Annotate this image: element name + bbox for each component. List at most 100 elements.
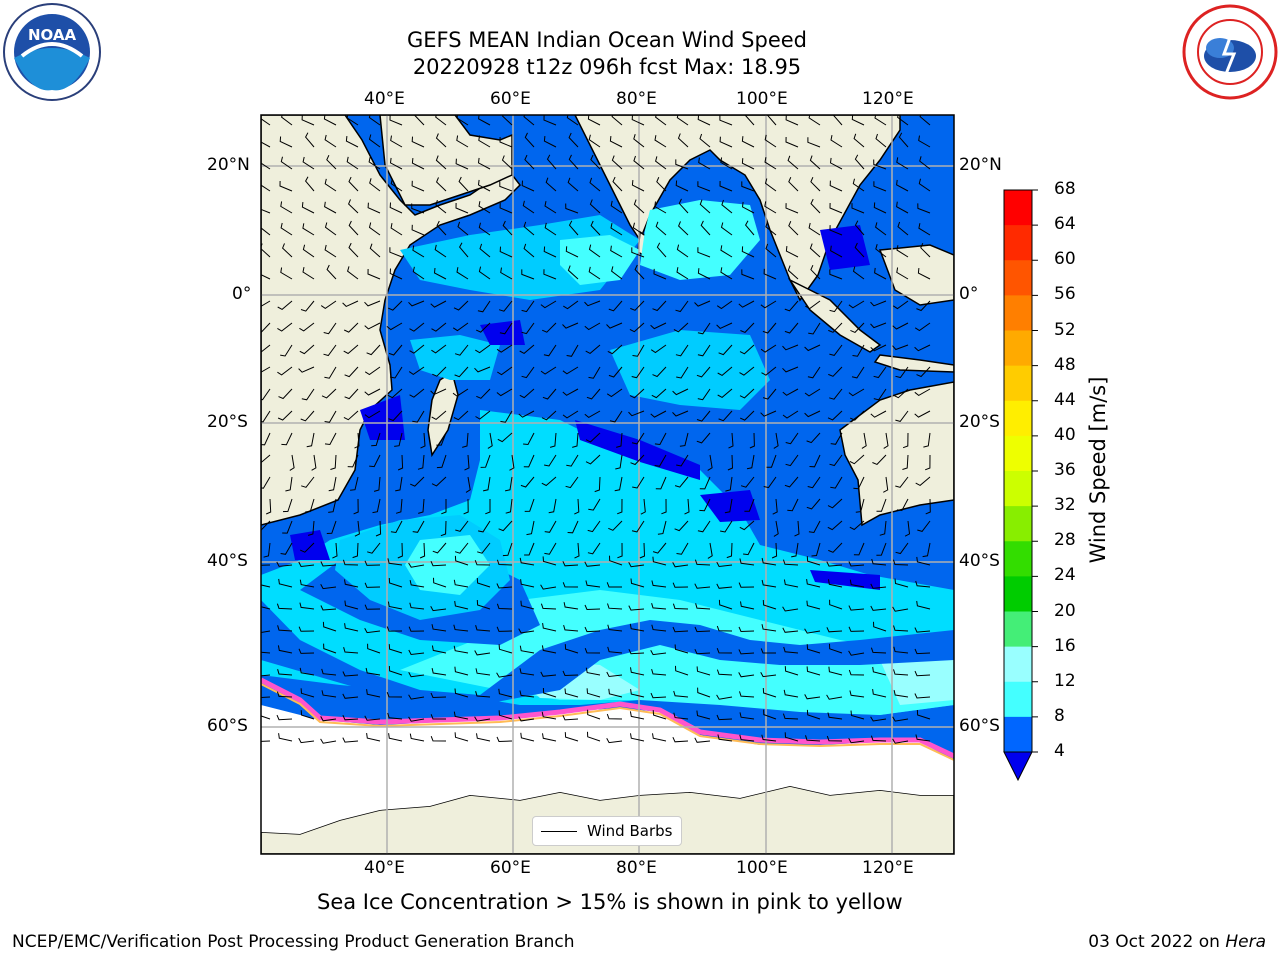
wind-barb bbox=[280, 344, 293, 357]
colorbar bbox=[1003, 189, 1038, 782]
wind-barb bbox=[590, 220, 601, 236]
lat-label-right-40s: 40°S bbox=[959, 551, 1000, 571]
wind-barb bbox=[562, 715, 579, 721]
wind-barb bbox=[518, 716, 535, 722]
wind-barb bbox=[261, 454, 271, 464]
wind-barb bbox=[695, 603, 711, 610]
wind-barb bbox=[524, 542, 535, 556]
wind-barb bbox=[675, 344, 689, 357]
wind-barb bbox=[650, 410, 667, 418]
wind-barb bbox=[894, 578, 909, 588]
wind-barb bbox=[278, 733, 293, 742]
wind-barb bbox=[436, 432, 447, 446]
wind-barb bbox=[276, 691, 293, 698]
wind-barb bbox=[883, 476, 889, 493]
wind-barb bbox=[301, 115, 315, 126]
wind-barb bbox=[699, 199, 711, 214]
wind-barb bbox=[412, 266, 425, 280]
wind-barb bbox=[390, 178, 403, 192]
wind-barb bbox=[720, 222, 733, 236]
wind-barb bbox=[465, 476, 471, 493]
lat-label-right-20s: 20°S bbox=[959, 412, 1000, 432]
wind-barb bbox=[564, 732, 579, 742]
wind-barb bbox=[523, 221, 535, 236]
wind-barb bbox=[872, 666, 887, 676]
wind-barb bbox=[808, 322, 821, 335]
colorbar-band bbox=[1004, 541, 1032, 577]
wind-barb bbox=[727, 454, 734, 471]
wind-barb bbox=[589, 199, 601, 214]
wind-barb bbox=[608, 520, 623, 531]
noaa-logo: NOAA bbox=[3, 3, 101, 101]
wind-barb bbox=[568, 220, 579, 236]
wind-barb bbox=[587, 115, 601, 126]
wind-barb bbox=[476, 599, 491, 610]
wind-barb bbox=[674, 476, 689, 488]
wind-barb bbox=[676, 244, 689, 258]
wind-barb bbox=[697, 388, 711, 401]
wind-barb bbox=[707, 542, 713, 559]
wind-barb bbox=[500, 267, 513, 280]
wind-barb bbox=[585, 432, 601, 443]
wind-barb bbox=[853, 476, 865, 490]
wind-barb bbox=[278, 578, 293, 588]
lon-label-bottom-80e: 80°E bbox=[616, 858, 657, 878]
wind-barb bbox=[893, 646, 909, 654]
lon-label-top-60e: 60°E bbox=[490, 89, 531, 109]
wind-barb bbox=[917, 268, 931, 280]
wind-barb bbox=[500, 410, 513, 423]
wind-barb bbox=[607, 344, 623, 355]
sea-ice-caption: Sea Ice Concentration > 15% is shown in … bbox=[317, 890, 903, 914]
wind-barb bbox=[852, 266, 865, 280]
wind-barb bbox=[876, 542, 887, 556]
java-land bbox=[873, 354, 954, 373]
wind-barb bbox=[365, 667, 381, 676]
wind-barb bbox=[587, 542, 601, 555]
wind-barb bbox=[565, 203, 579, 214]
wind-barb bbox=[352, 542, 359, 559]
wind-barb bbox=[892, 738, 909, 744]
wind-barb bbox=[497, 366, 513, 376]
wind-barb bbox=[584, 410, 601, 419]
wind-barb bbox=[870, 583, 887, 589]
wind-barb bbox=[651, 580, 667, 588]
wind-barb bbox=[411, 136, 425, 148]
wind-barb bbox=[923, 432, 931, 448]
wind-barb bbox=[719, 115, 733, 126]
wind-barb bbox=[568, 154, 579, 170]
wind-barb bbox=[653, 268, 667, 280]
wind-barb bbox=[477, 179, 491, 192]
wind-barb bbox=[922, 542, 931, 558]
wind-barb bbox=[562, 410, 579, 419]
wind-barb bbox=[652, 542, 667, 554]
wind-barb bbox=[607, 624, 623, 632]
wind-barb bbox=[634, 264, 645, 280]
wind-barb bbox=[280, 156, 293, 170]
wind-barb bbox=[787, 265, 799, 280]
wind-barb bbox=[586, 388, 601, 400]
wind-barb bbox=[783, 646, 799, 654]
wind-barb bbox=[849, 690, 865, 698]
wind-barb bbox=[761, 624, 777, 632]
wind-barb bbox=[432, 542, 447, 554]
wind-barb bbox=[674, 644, 689, 654]
contour-8-12-central bbox=[610, 330, 770, 410]
wind-barb bbox=[672, 582, 689, 588]
wind-barb bbox=[261, 274, 271, 280]
wind-barb bbox=[544, 222, 557, 236]
wind-barb bbox=[629, 711, 645, 720]
wind-barb bbox=[827, 410, 843, 421]
wind-barb bbox=[584, 561, 601, 567]
wind-barb bbox=[364, 322, 381, 330]
wind-barb bbox=[431, 476, 447, 487]
wind-barb bbox=[343, 647, 359, 654]
wind-barb bbox=[854, 242, 865, 258]
wind-barb bbox=[346, 115, 359, 126]
wind-barb bbox=[342, 714, 359, 721]
wind-barb bbox=[738, 626, 755, 633]
wind-barb bbox=[588, 134, 601, 148]
wind-barb bbox=[371, 432, 381, 447]
wind-barb bbox=[650, 344, 667, 354]
wind-barb bbox=[480, 454, 491, 468]
wind-barb bbox=[849, 520, 865, 531]
